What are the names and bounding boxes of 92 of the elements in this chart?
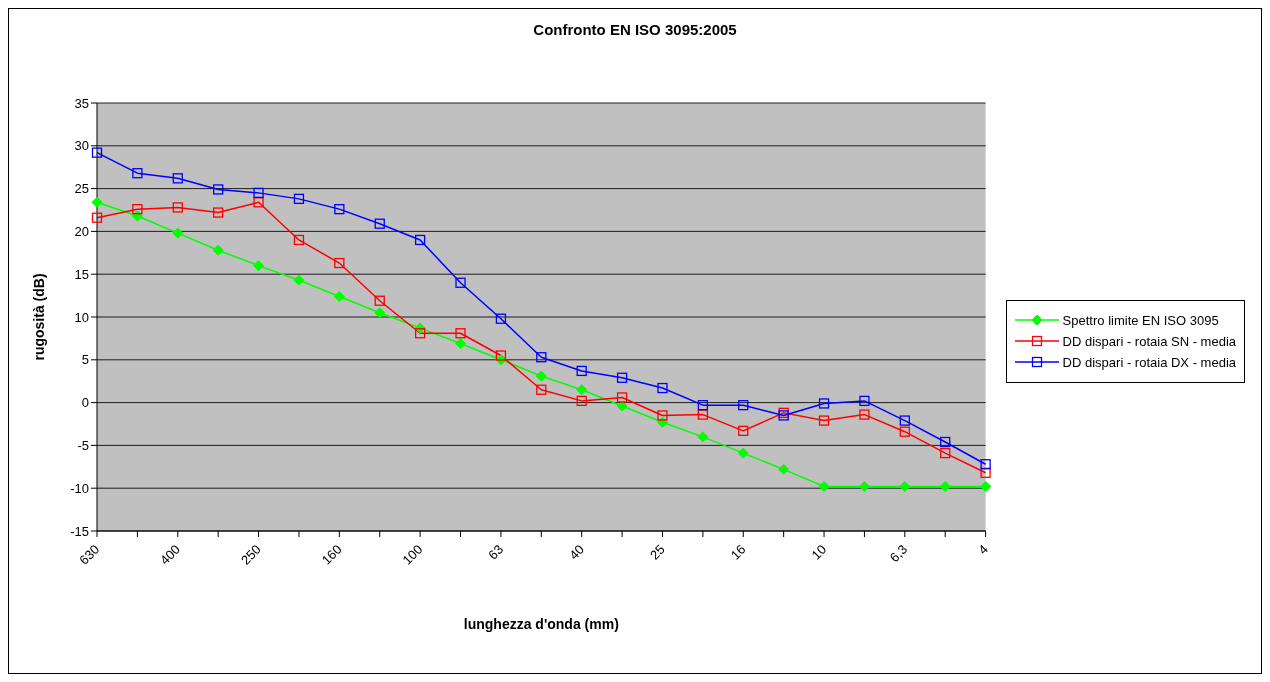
- point: [374, 295, 385, 306]
- point: [455, 338, 467, 350]
- point: [738, 400, 749, 411]
- point: [253, 197, 264, 208]
- point: [697, 409, 709, 420]
- point: [293, 274, 305, 286]
- y-tick-label: -5: [77, 438, 89, 454]
- point: [859, 409, 870, 420]
- point: [374, 307, 386, 319]
- y-tick-label: 35: [74, 95, 89, 111]
- point: [293, 193, 305, 205]
- point: [939, 480, 951, 492]
- point: [778, 463, 790, 475]
- point: [132, 168, 143, 179]
- point: [455, 328, 466, 339]
- point: [213, 207, 224, 218]
- point: [414, 234, 426, 246]
- point: [172, 202, 183, 213]
- point: [91, 196, 103, 208]
- x-tick-label: 400: [157, 541, 184, 568]
- point: [535, 370, 547, 382]
- point: [657, 382, 668, 394]
- point: [495, 313, 507, 324]
- point: [858, 480, 870, 492]
- point: [899, 480, 911, 492]
- y-tick-label: 25: [74, 181, 89, 197]
- legend-label: Spettro limite EN ISO 3095: [1062, 312, 1219, 328]
- y-tick-label: -15: [70, 523, 89, 539]
- point: [899, 415, 910, 426]
- x-axis-title: lunghezza d'onda (mm): [463, 616, 619, 632]
- point: [616, 400, 628, 412]
- x-tick-label: 40: [566, 541, 587, 563]
- point: [414, 328, 426, 339]
- x-tick-label: 63: [485, 541, 507, 563]
- point: [737, 447, 749, 459]
- point: [940, 447, 951, 459]
- point: [576, 365, 587, 377]
- x-tick-label: 6,3: [886, 541, 911, 566]
- x-tick-label: 4: [975, 541, 991, 558]
- y-tick-label: 15: [74, 266, 89, 282]
- point: [980, 459, 991, 470]
- point: [697, 400, 709, 411]
- point: [980, 480, 992, 492]
- point: [334, 203, 345, 215]
- point: [536, 384, 547, 395]
- point: [172, 173, 183, 184]
- y-tick-label: 10: [74, 309, 89, 325]
- point: [859, 395, 870, 407]
- point: [455, 277, 466, 288]
- legend-label: DD dispari - rotaia DX - media: [1062, 354, 1236, 370]
- point: [333, 290, 345, 302]
- x-tick-label: 160: [318, 541, 345, 568]
- point: [576, 395, 587, 407]
- point: [940, 436, 951, 448]
- point: [616, 372, 628, 383]
- legend-label: DD dispari - rotaia SN - media: [1062, 333, 1236, 349]
- point: [334, 257, 345, 269]
- point: [818, 415, 830, 426]
- point: [616, 392, 628, 403]
- x-tick-label: 100: [399, 541, 426, 568]
- point: [697, 431, 709, 443]
- x-tick-label: 250: [237, 541, 264, 568]
- point: [293, 234, 305, 246]
- y-tick-label: 20: [74, 224, 89, 240]
- point: [738, 425, 749, 436]
- point: [818, 398, 830, 409]
- point: [657, 410, 668, 421]
- y-axis-title: rugosità (dB): [30, 273, 47, 361]
- chart-title: Confronto EN ISO 3095:2005: [532, 21, 738, 40]
- x-tick-label: 10: [808, 541, 830, 563]
- point: [495, 350, 507, 361]
- y-tick-label: 5: [81, 352, 89, 368]
- point: [91, 212, 103, 223]
- point: [899, 426, 910, 437]
- point: [213, 184, 224, 195]
- y-tick-label: 0: [81, 395, 89, 411]
- y-tick-label: -10: [70, 480, 89, 496]
- point: [374, 218, 385, 229]
- point: [536, 352, 547, 363]
- point: [132, 203, 143, 215]
- point: [172, 227, 184, 239]
- y-tick-label: 30: [74, 138, 89, 154]
- point: [131, 210, 143, 222]
- x-tick-label: 630: [76, 541, 103, 568]
- point: [212, 244, 224, 256]
- point: [253, 187, 264, 199]
- x-tick-label: 25: [646, 541, 668, 563]
- point: [980, 467, 991, 478]
- point: [576, 384, 588, 396]
- point: [818, 480, 830, 492]
- x-tick-label: 16: [727, 541, 749, 563]
- point: [253, 260, 265, 272]
